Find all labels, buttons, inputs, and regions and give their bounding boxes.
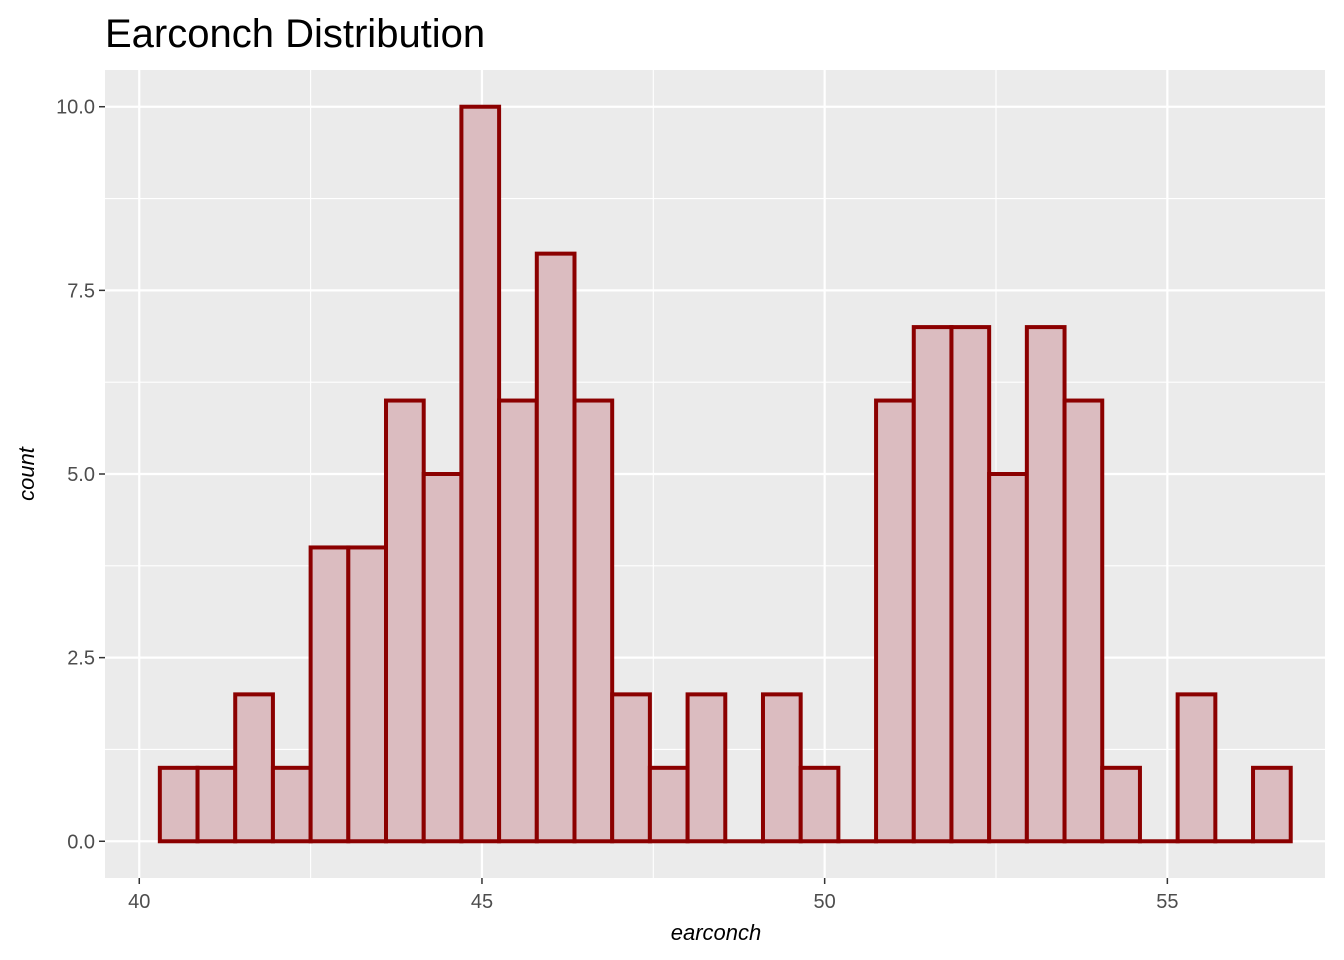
histogram-bar: [874, 398, 916, 844]
histogram-bar: [233, 692, 275, 844]
histogram-bar: [346, 545, 389, 844]
histogram-bar: [1062, 398, 1105, 844]
histogram-bar: [459, 104, 502, 844]
histogram-bar: [1175, 692, 1218, 844]
y-tick-label: 0.0: [67, 831, 95, 853]
y-tick-label: 5.0: [67, 464, 95, 486]
x-tick-label: 50: [814, 891, 836, 913]
x-axis-title: earconch: [671, 920, 762, 945]
chart-title: Earconch Distribution: [105, 12, 485, 56]
histogram-bar: [798, 765, 841, 844]
histogram-bar: [572, 398, 615, 844]
histogram-bar: [1100, 765, 1142, 844]
histogram-bar: [949, 325, 992, 844]
histogram-bar: [534, 251, 577, 844]
y-tick-label: 7.5: [67, 280, 95, 302]
histogram-bar: [157, 765, 200, 844]
histogram-bar: [308, 545, 351, 844]
histogram-bar: [497, 398, 539, 844]
x-tick-label: 45: [471, 891, 493, 913]
x-tick-label: 40: [128, 891, 150, 913]
y-axis-title: count: [14, 446, 39, 501]
histogram-bar: [685, 692, 728, 844]
histogram-bar: [610, 692, 652, 844]
histogram-bars: [157, 104, 1293, 844]
y-axis: 0.0 2.5 5.0 7.5 10.0: [56, 97, 105, 853]
y-tick-label: 10.0: [56, 97, 95, 119]
histogram-bar: [647, 765, 690, 844]
histogram-bar: [195, 765, 238, 844]
histogram-bar: [384, 398, 426, 844]
y-tick-label: 2.5: [67, 648, 95, 670]
histogram-bar: [421, 472, 464, 844]
histogram-bar: [270, 765, 313, 844]
histogram-bar: [987, 472, 1029, 844]
x-tick-label: 55: [1156, 891, 1178, 913]
histogram-bar: [760, 692, 803, 844]
histogram-bar: [1024, 325, 1067, 844]
histogram-bar: [1251, 765, 1293, 844]
histogram-bar: [911, 325, 954, 844]
x-axis: 40 45 50 55: [128, 878, 1178, 913]
